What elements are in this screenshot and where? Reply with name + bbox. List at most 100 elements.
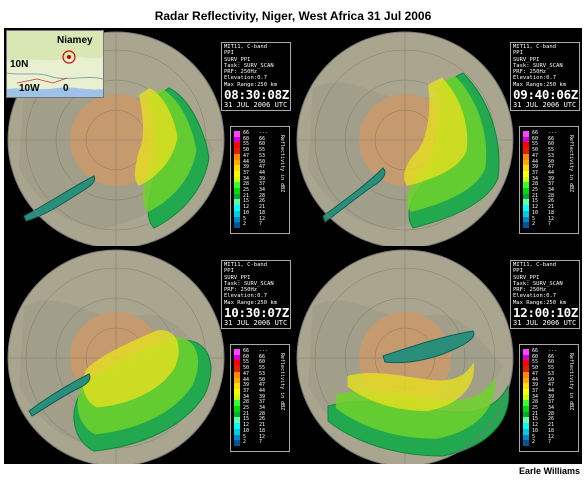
scan-date: 31 JUL 2006 UTC [513,319,577,328]
scale-label-left: 10 [243,209,250,216]
scale-label-right: 18 [259,209,266,216]
color-scale-segment [234,159,240,166]
scale-label-right: 26 [259,416,266,423]
inset-lat-label: 10N [10,59,29,70]
scale-label-right: 7 [548,221,552,228]
scale-label-right: 37 [548,181,555,188]
inset-city-label: Niamey [57,35,93,46]
scale-label-left: 21 [532,410,539,417]
scale-label-left: 37 [243,387,250,394]
color-scale-segment [523,153,529,160]
scale-label-left: 39 [243,164,250,171]
color-scale-bar [234,131,240,229]
color-scale-segment [523,136,529,143]
scan-time: 10:30:07Z [224,305,290,321]
color-scale-segment [523,417,529,424]
scale-label-left: 12 [243,204,250,211]
color-scale-segment [523,383,529,390]
scale-label-left: 50 [243,147,250,154]
color-scale-segment [523,371,529,378]
scale-label-left: 55 [243,359,250,366]
color-scale-segment [523,440,529,447]
scale-label-right: 50 [259,376,266,383]
color-scale-bar [234,349,240,447]
scale-label-left: 34 [243,393,250,400]
scale-label-right: 47 [259,382,266,389]
radar-header-line1: MIT11, C-band [224,44,268,50]
scale-label-right: 50 [259,158,266,165]
radar-header-line4: Task: SURV_SCAN [224,280,274,287]
scale-label-right: 47 [548,164,555,171]
scale-label-left: 60 [243,135,250,142]
color-scale-segment [523,165,529,172]
color-scale-segment [523,366,529,373]
color-scale-segment [234,354,240,361]
radar-header-line1: MIT11, C-band [513,262,557,268]
author-credit: Earle Williams [519,466,580,476]
scale-label-right: --- [548,130,558,136]
scale-label-right: 37 [259,181,266,188]
reflectivity-color-scale: 66 60 55 50 47 44 39 37 34 28 25 21 15 12 10 5 2 --- 66 60 5… [519,344,579,452]
color-scale-segment [234,205,240,212]
color-scale-segment [523,193,529,200]
scale-label-right: 34 [548,405,555,412]
color-scale-segment [234,371,240,378]
color-scale-segment [234,428,240,435]
figure-title: Radar Reflectivity, Niger, West Africa 3… [154,9,432,23]
scale-label-right: 39 [259,175,266,182]
scale-label-left: 28 [243,399,250,406]
scale-label-right: 12 [259,215,266,222]
scale-label-right: 53 [548,152,555,159]
color-scale-segment [234,360,240,367]
radar-header-line4: Task: SURV_SCAN [513,62,563,69]
radar-header-line6: Elevation:0.7 [513,293,557,300]
scale-label-left: 28 [532,399,539,406]
scale-label-left: 55 [243,141,250,148]
scale-label-left: 34 [243,175,250,182]
scale-label-right: 60 [259,141,266,148]
radar-header-line3: SURV_PPI [224,56,251,63]
radar-header-line5: PRF: 250Hz [224,69,258,76]
color-scale-segment [234,411,240,418]
color-scale-segment [234,193,240,200]
scale-label-left: 25 [243,187,250,194]
scale-label-right: 26 [548,416,555,423]
scale-label-right: 50 [548,158,555,165]
radar-header-line2: PPI [224,50,234,57]
radar-header-line3: SURV_PPI [224,274,251,281]
color-scale-segment [523,222,529,229]
scale-label-right: 60 [548,141,555,148]
scan-time: 09:40:06Z [513,87,579,103]
scale-label-right: 12 [548,433,555,440]
scale-label-right: 44 [259,169,266,176]
scale-label-right: 44 [259,387,266,394]
color-scale-segment [234,349,240,355]
scale-label-right: 39 [548,175,555,182]
scale-label-left: 25 [532,405,539,412]
scale-label-left: 47 [243,370,250,377]
color-scale-segment [523,159,529,166]
color-scale-segment [234,188,240,195]
inset-lon-label-2: 0 [63,83,69,94]
scan-date: 31 JUL 2006 UTC [224,101,288,110]
color-scale-segment [234,216,240,223]
scale-label-left: 39 [243,382,250,389]
scale-label-left: 50 [243,365,250,372]
scale-label-left: 44 [243,376,250,383]
radar-panel-2: MIT11, C-band PPI SURV_PPI Task: SURV_SCAN P… [293,28,582,246]
color-scale-segment [234,406,240,413]
scale-label-left: 60 [243,353,250,360]
scale-label-left: 44 [532,376,539,383]
color-scale-segment [523,188,529,195]
scale-label-right: 7 [548,439,552,446]
color-scale-segment [234,170,240,177]
scale-label-right: 47 [548,382,555,389]
scan-date: 31 JUL 2006 UTC [513,101,577,110]
scale-unit-label: Reflectivity in dBZ [568,353,574,411]
radar-header-line2: PPI [513,50,523,57]
scale-label-left: 50 [532,147,539,154]
color-scale-segment [234,383,240,390]
scale-label-left: 66 [532,130,539,136]
scan-time: 08:30:08Z [224,87,290,103]
scale-label-left: 2 [532,439,536,446]
